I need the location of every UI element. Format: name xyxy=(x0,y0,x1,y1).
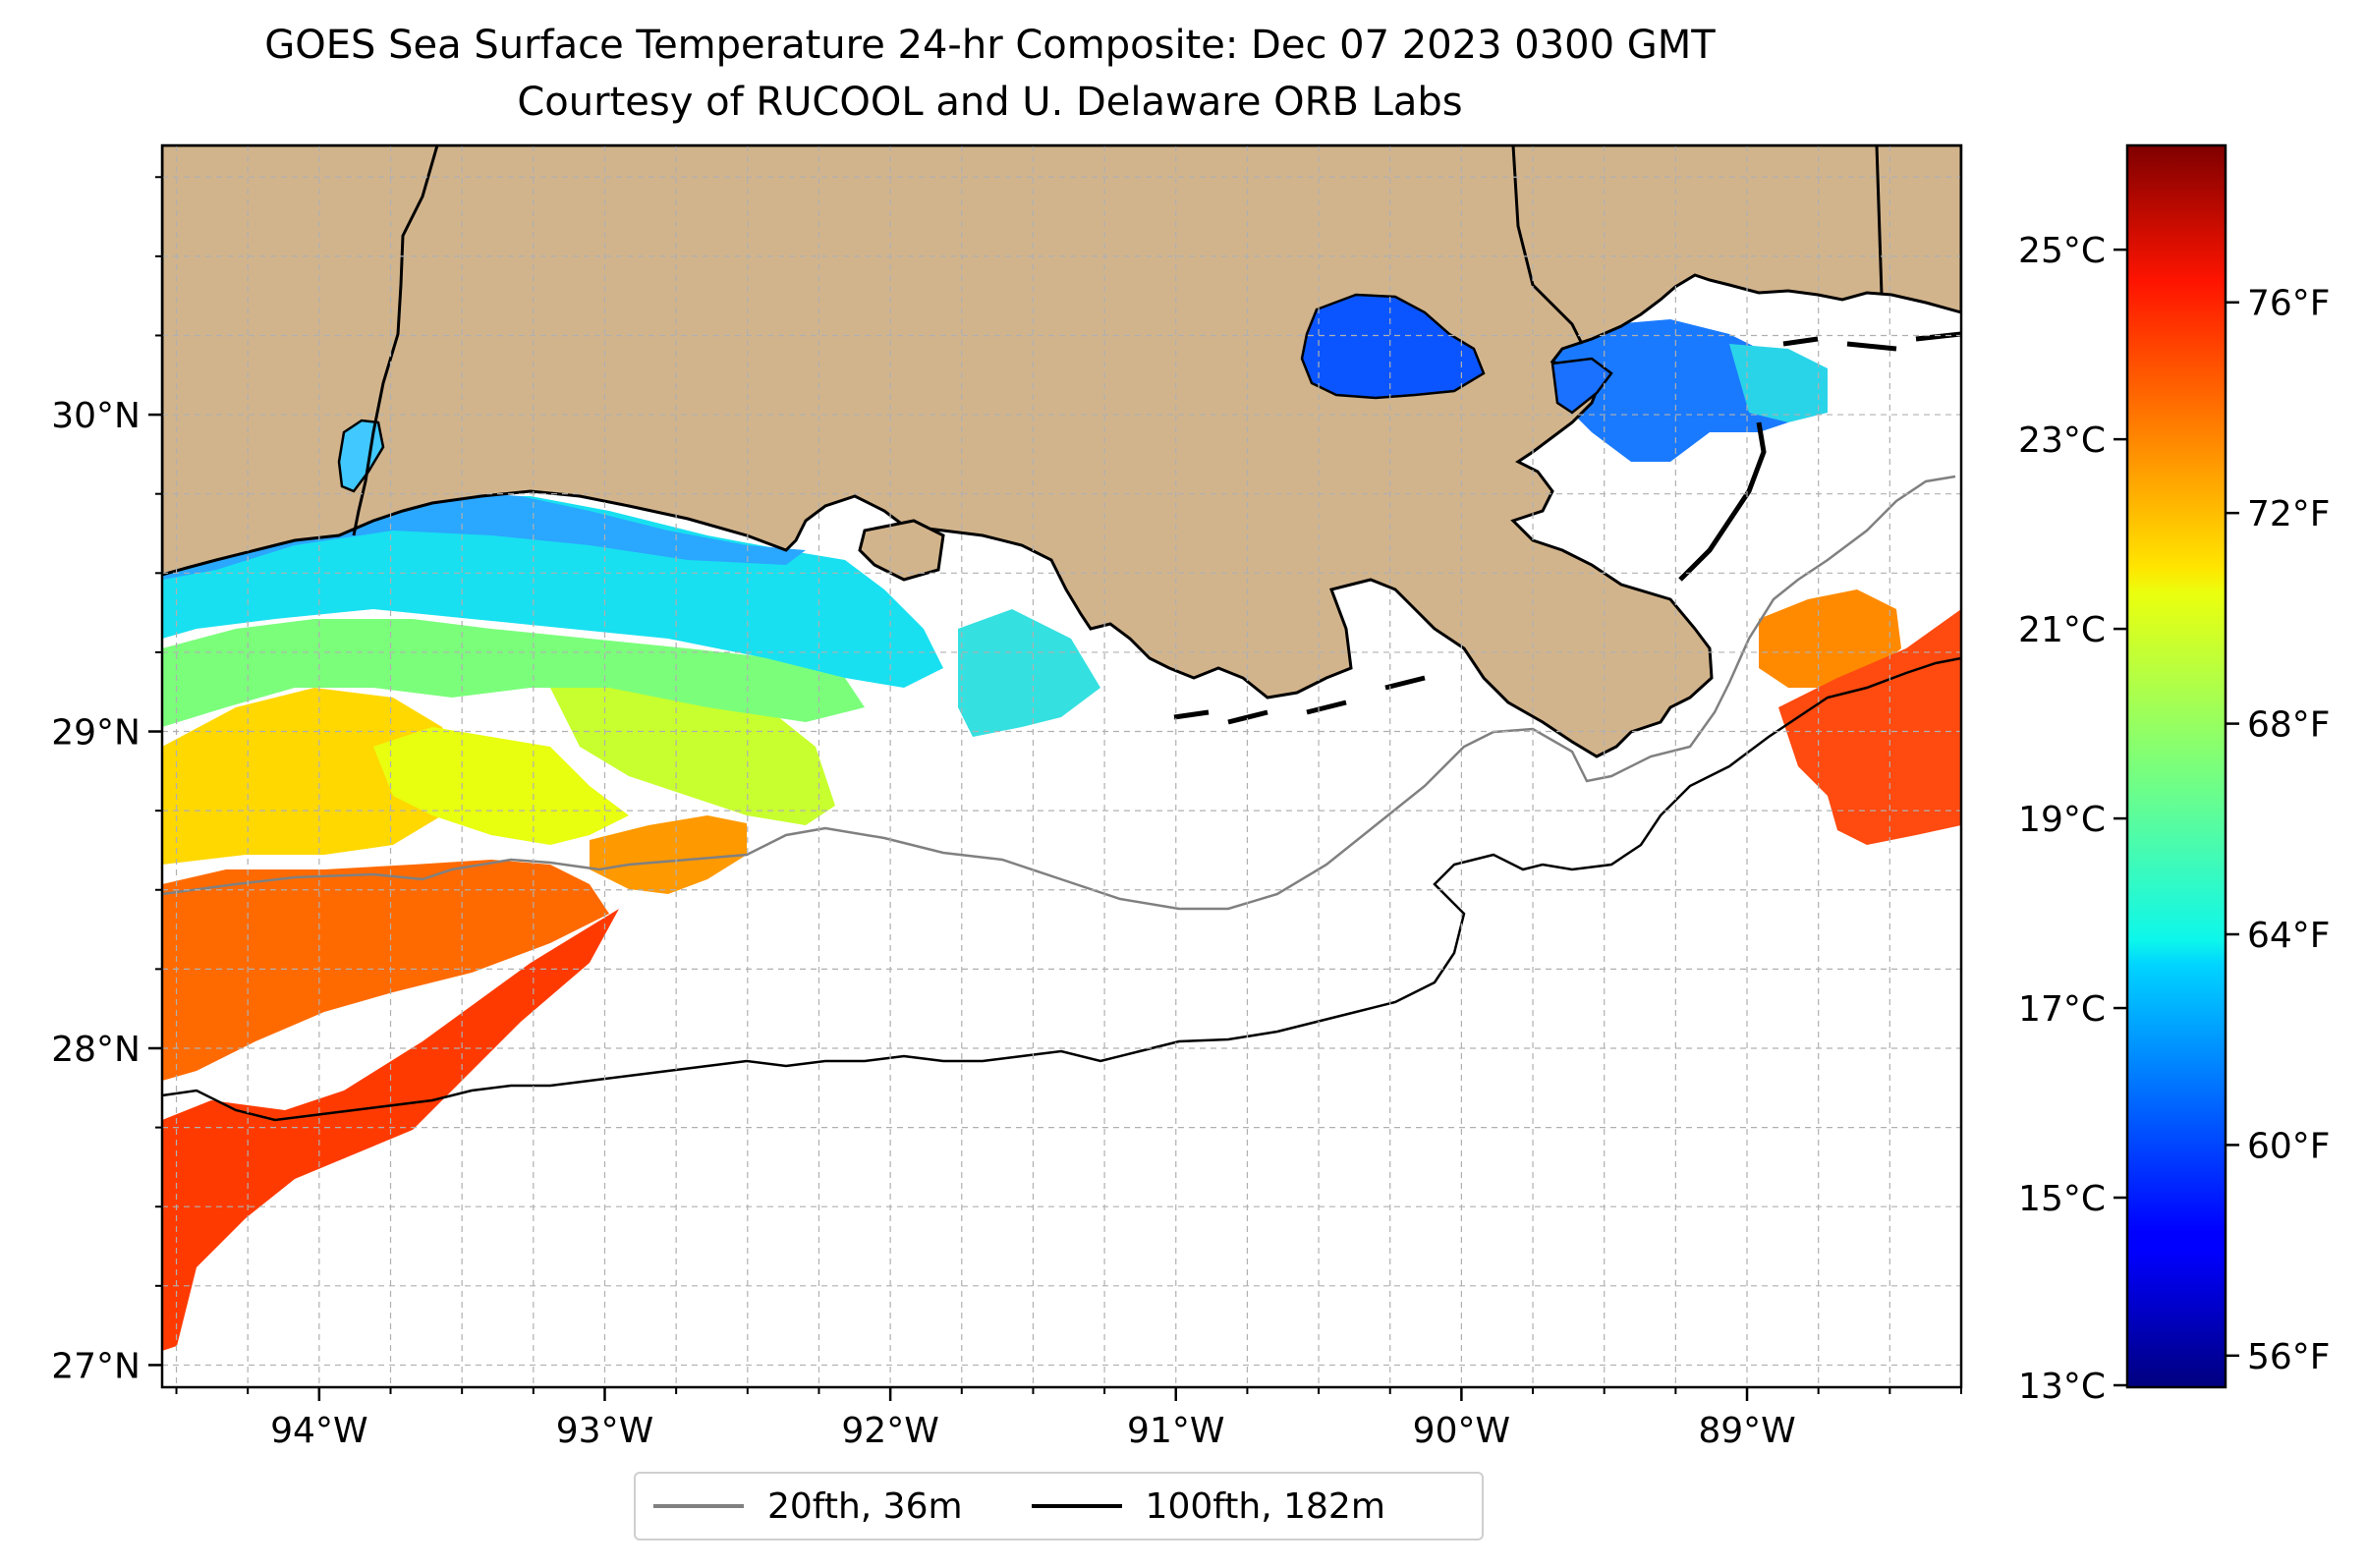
land-louisiana xyxy=(162,145,1961,758)
isles-dernieres xyxy=(1173,675,1426,725)
colorbar-fahrenheit-label: 56°F xyxy=(2247,1337,2331,1377)
state-border-tx xyxy=(352,145,439,536)
lon-tick-label: 90°W xyxy=(1413,1411,1510,1451)
sst-patch-redorange-east xyxy=(1778,609,1961,845)
colorbar-celsius-label: 21°C xyxy=(2018,610,2106,650)
sst-patch-orange-shelf xyxy=(162,860,609,1081)
colorbar-fahrenheit-label: 72°F xyxy=(2247,494,2331,534)
lat-tick-label: 28°N xyxy=(51,1030,141,1070)
lake-pontchartrain xyxy=(1300,293,1486,400)
lon-tick-label: 92°W xyxy=(841,1411,938,1451)
lat-tick-label: 30°N xyxy=(51,396,141,436)
legend: 20fth, 36m 100fth, 182m xyxy=(634,1472,1484,1540)
legend-item-20fth: 20fth, 36m xyxy=(653,1486,963,1527)
sst-patch-yellow-west xyxy=(162,688,462,865)
sst-patch-yellow-central xyxy=(373,727,629,845)
colorbar-celsius-label: 19°C xyxy=(2018,800,2106,840)
ms-barrier-islands xyxy=(1782,331,1961,352)
legend-line-20fth xyxy=(653,1504,744,1508)
colorbar xyxy=(2125,143,2227,1389)
sst-patch-cyan-terrebonne xyxy=(958,609,1100,737)
colorbar-celsius-label: 17°C xyxy=(2018,989,2106,1030)
map-title: GOES Sea Surface Temperature 24-hr Compo… xyxy=(264,23,1716,68)
sst-patch-cyan-coastal xyxy=(162,496,943,688)
lon-tick-label: 91°W xyxy=(1127,1411,1224,1451)
lat-tick-label: 27°N xyxy=(51,1346,141,1386)
legend-label-20fth: 20fth, 36m xyxy=(767,1485,963,1527)
colorbar-celsius-label: 13°C xyxy=(2018,1367,2106,1407)
sst-patch-green-nearshore xyxy=(162,619,865,727)
colorbar-fahrenheit-label: 68°F xyxy=(2247,705,2331,746)
map-subtitle: Courtesy of RUCOOL and U. Delaware ORB L… xyxy=(517,80,1463,125)
legend-item-100fth: 100fth, 182m xyxy=(1031,1485,1385,1527)
state-border-al xyxy=(1875,145,1884,296)
lon-tick-label: 89°W xyxy=(1698,1411,1795,1451)
marsh-island xyxy=(858,519,945,582)
colorbar-fahrenheit-label: 76°F xyxy=(2247,284,2331,324)
chandeleur-islands xyxy=(1678,421,1767,582)
colorbar-celsius-label: 25°C xyxy=(2018,231,2106,271)
sst-patch-cyan-sound-east xyxy=(1729,344,1828,422)
lon-tick-label: 93°W xyxy=(556,1411,653,1451)
lat-tick-label: 29°N xyxy=(51,713,141,754)
sst-patch-orange-midshelf xyxy=(590,815,747,894)
state-border-ms xyxy=(1511,145,1584,345)
contour-20fth xyxy=(162,475,1956,911)
legend-line-100fth xyxy=(1031,1504,1122,1508)
lake-borgne xyxy=(1550,357,1613,415)
colorbar-celsius-label: 23°C xyxy=(2018,420,2106,461)
legend-label-100fth: 100fth, 182m xyxy=(1145,1485,1385,1527)
sst-patch-orange-east xyxy=(1759,589,1901,688)
map-frame xyxy=(160,143,1963,1389)
colorbar-fahrenheit-label: 60°F xyxy=(2247,1126,2331,1166)
colorbar-fahrenheit-label: 64°F xyxy=(2247,916,2331,956)
contour-100fth xyxy=(162,656,1961,1122)
colorbar-celsius-label: 15°C xyxy=(2018,1179,2106,1219)
lon-tick-label: 94°W xyxy=(270,1411,367,1451)
